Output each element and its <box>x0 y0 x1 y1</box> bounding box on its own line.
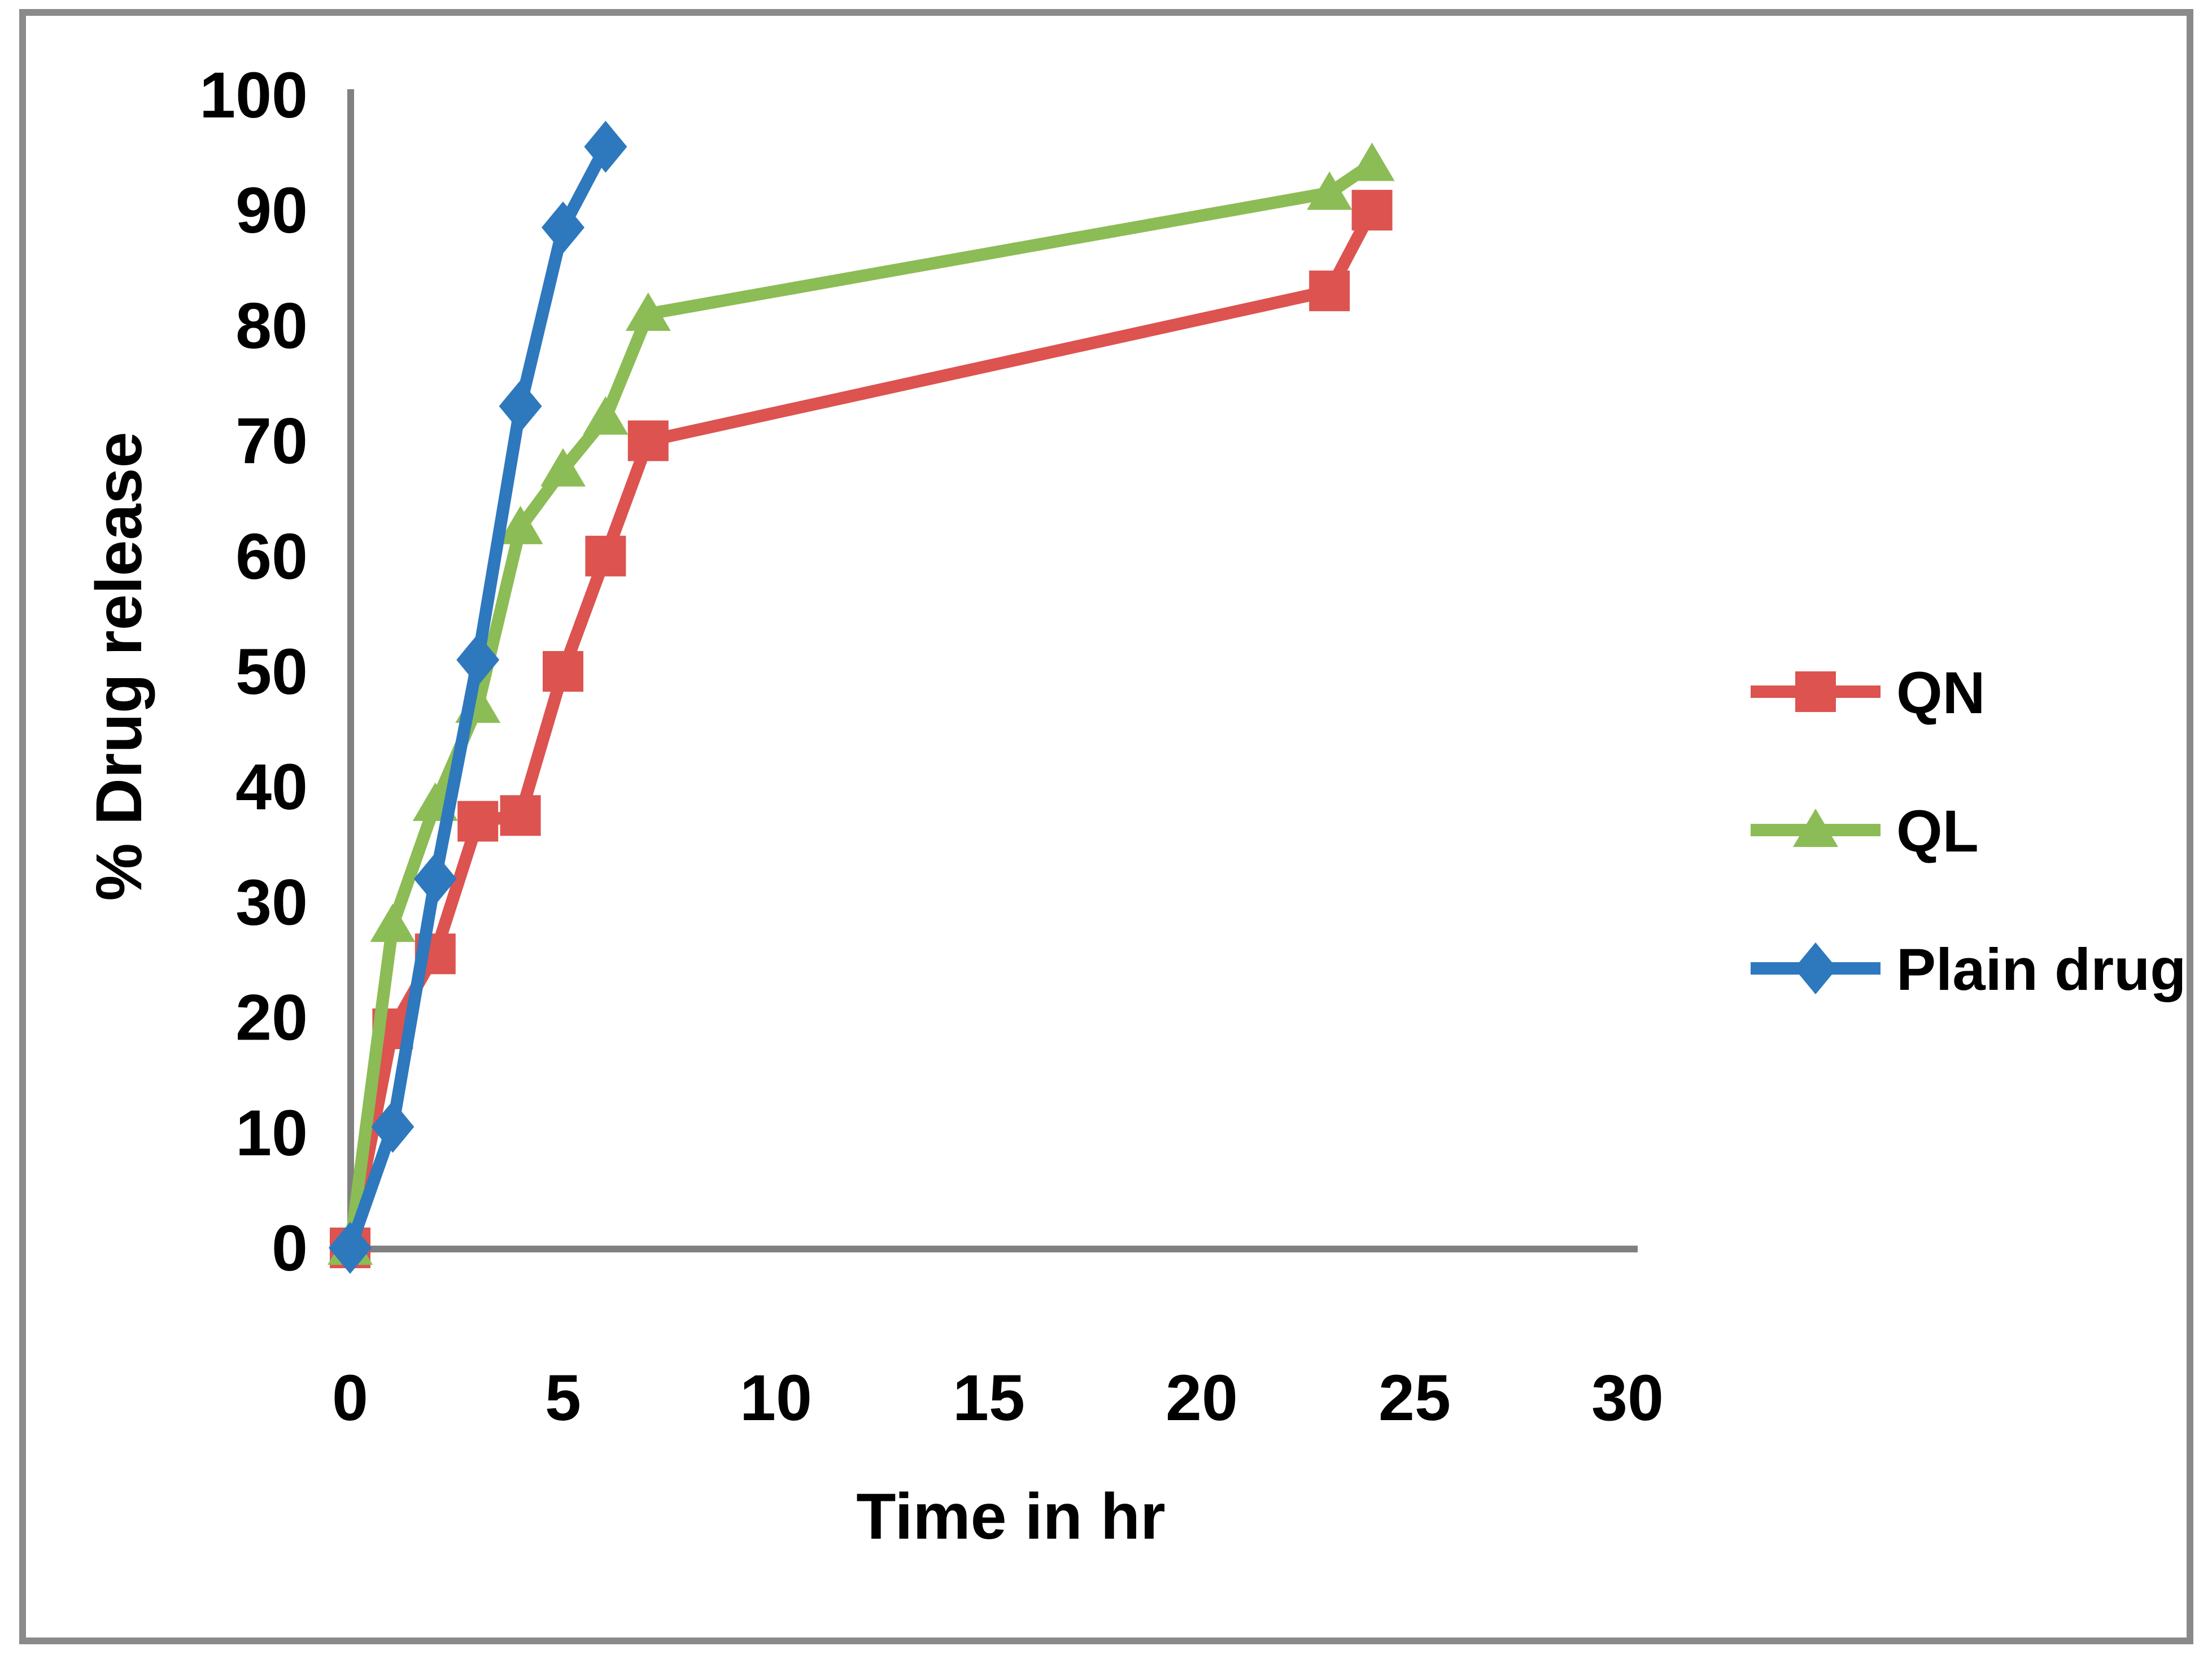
y-tick-label: 100 <box>199 59 308 132</box>
series-plain-drug-marker <box>371 1101 415 1153</box>
y-tick-label: 10 <box>235 1097 308 1169</box>
x-tick-label: 0 <box>332 1362 368 1434</box>
y-tick-label: 20 <box>235 982 308 1054</box>
series-plain-drug-marker <box>499 380 542 433</box>
series-qn-marker <box>1309 270 1350 312</box>
legend-item-plain-drug: Plain drug <box>1751 937 2186 1003</box>
y-tick-label: 60 <box>235 521 308 593</box>
legend-item-ql: QL <box>1751 798 1979 864</box>
y-tick-label: 90 <box>235 174 308 247</box>
series-ql-marker <box>1307 171 1352 210</box>
x-tick-label: 15 <box>953 1362 1025 1434</box>
series-ql-line <box>344 158 1378 1254</box>
legend-plain-drug-marker-icon <box>1794 942 1837 994</box>
x-tick-label: 5 <box>545 1362 581 1434</box>
series-plain-drug-marker <box>413 853 457 905</box>
series-ql-marker <box>370 903 416 942</box>
series-qn-marker <box>457 801 499 842</box>
series-ql-marker <box>583 396 629 435</box>
legend-label-qn: QN <box>1896 660 1986 726</box>
y-axis-title: % Drug release <box>83 432 155 901</box>
series-qn-marker <box>500 795 541 836</box>
series-plain-drug-marker <box>456 634 500 686</box>
outer-border <box>19 9 2193 1644</box>
x-tick-label: 25 <box>1378 1362 1451 1434</box>
legend-ql-marker-icon <box>1793 809 1838 847</box>
series-plain-drug-marker <box>542 201 584 254</box>
x-tick-label: 10 <box>740 1362 812 1434</box>
series-qn-marker <box>585 535 626 577</box>
y-tick-label: 80 <box>235 290 308 362</box>
legend-label-ql: QL <box>1896 798 1979 864</box>
series-qn-marker <box>627 420 669 461</box>
series-qn-marker <box>543 651 583 692</box>
x-tick-label: 30 <box>1591 1362 1664 1434</box>
y-tick-label: 30 <box>235 866 308 938</box>
legend-label-plain-drug: Plain drug <box>1896 937 2186 1003</box>
series-plain-drug-marker <box>584 120 627 173</box>
y-tick-label: 0 <box>272 1212 308 1285</box>
legend-item-qn: QN <box>1751 660 1986 726</box>
y-tick-label: 50 <box>235 636 308 708</box>
series-plain-drug-marker <box>329 1222 372 1274</box>
y-tick-label: 40 <box>235 751 308 823</box>
x-axis-title: Time in hr <box>856 1481 1165 1553</box>
legend-qn-marker-icon <box>1795 671 1836 712</box>
y-tick-label: 70 <box>235 405 308 478</box>
series-ql-marker <box>625 292 671 331</box>
series-qn-marker <box>1351 190 1393 231</box>
series-qn-line <box>344 204 1378 1254</box>
series-ql-marker <box>1349 142 1395 181</box>
x-tick-label: 20 <box>1166 1362 1238 1434</box>
series-ql-marker <box>498 505 543 544</box>
series-ql-marker <box>540 448 586 487</box>
